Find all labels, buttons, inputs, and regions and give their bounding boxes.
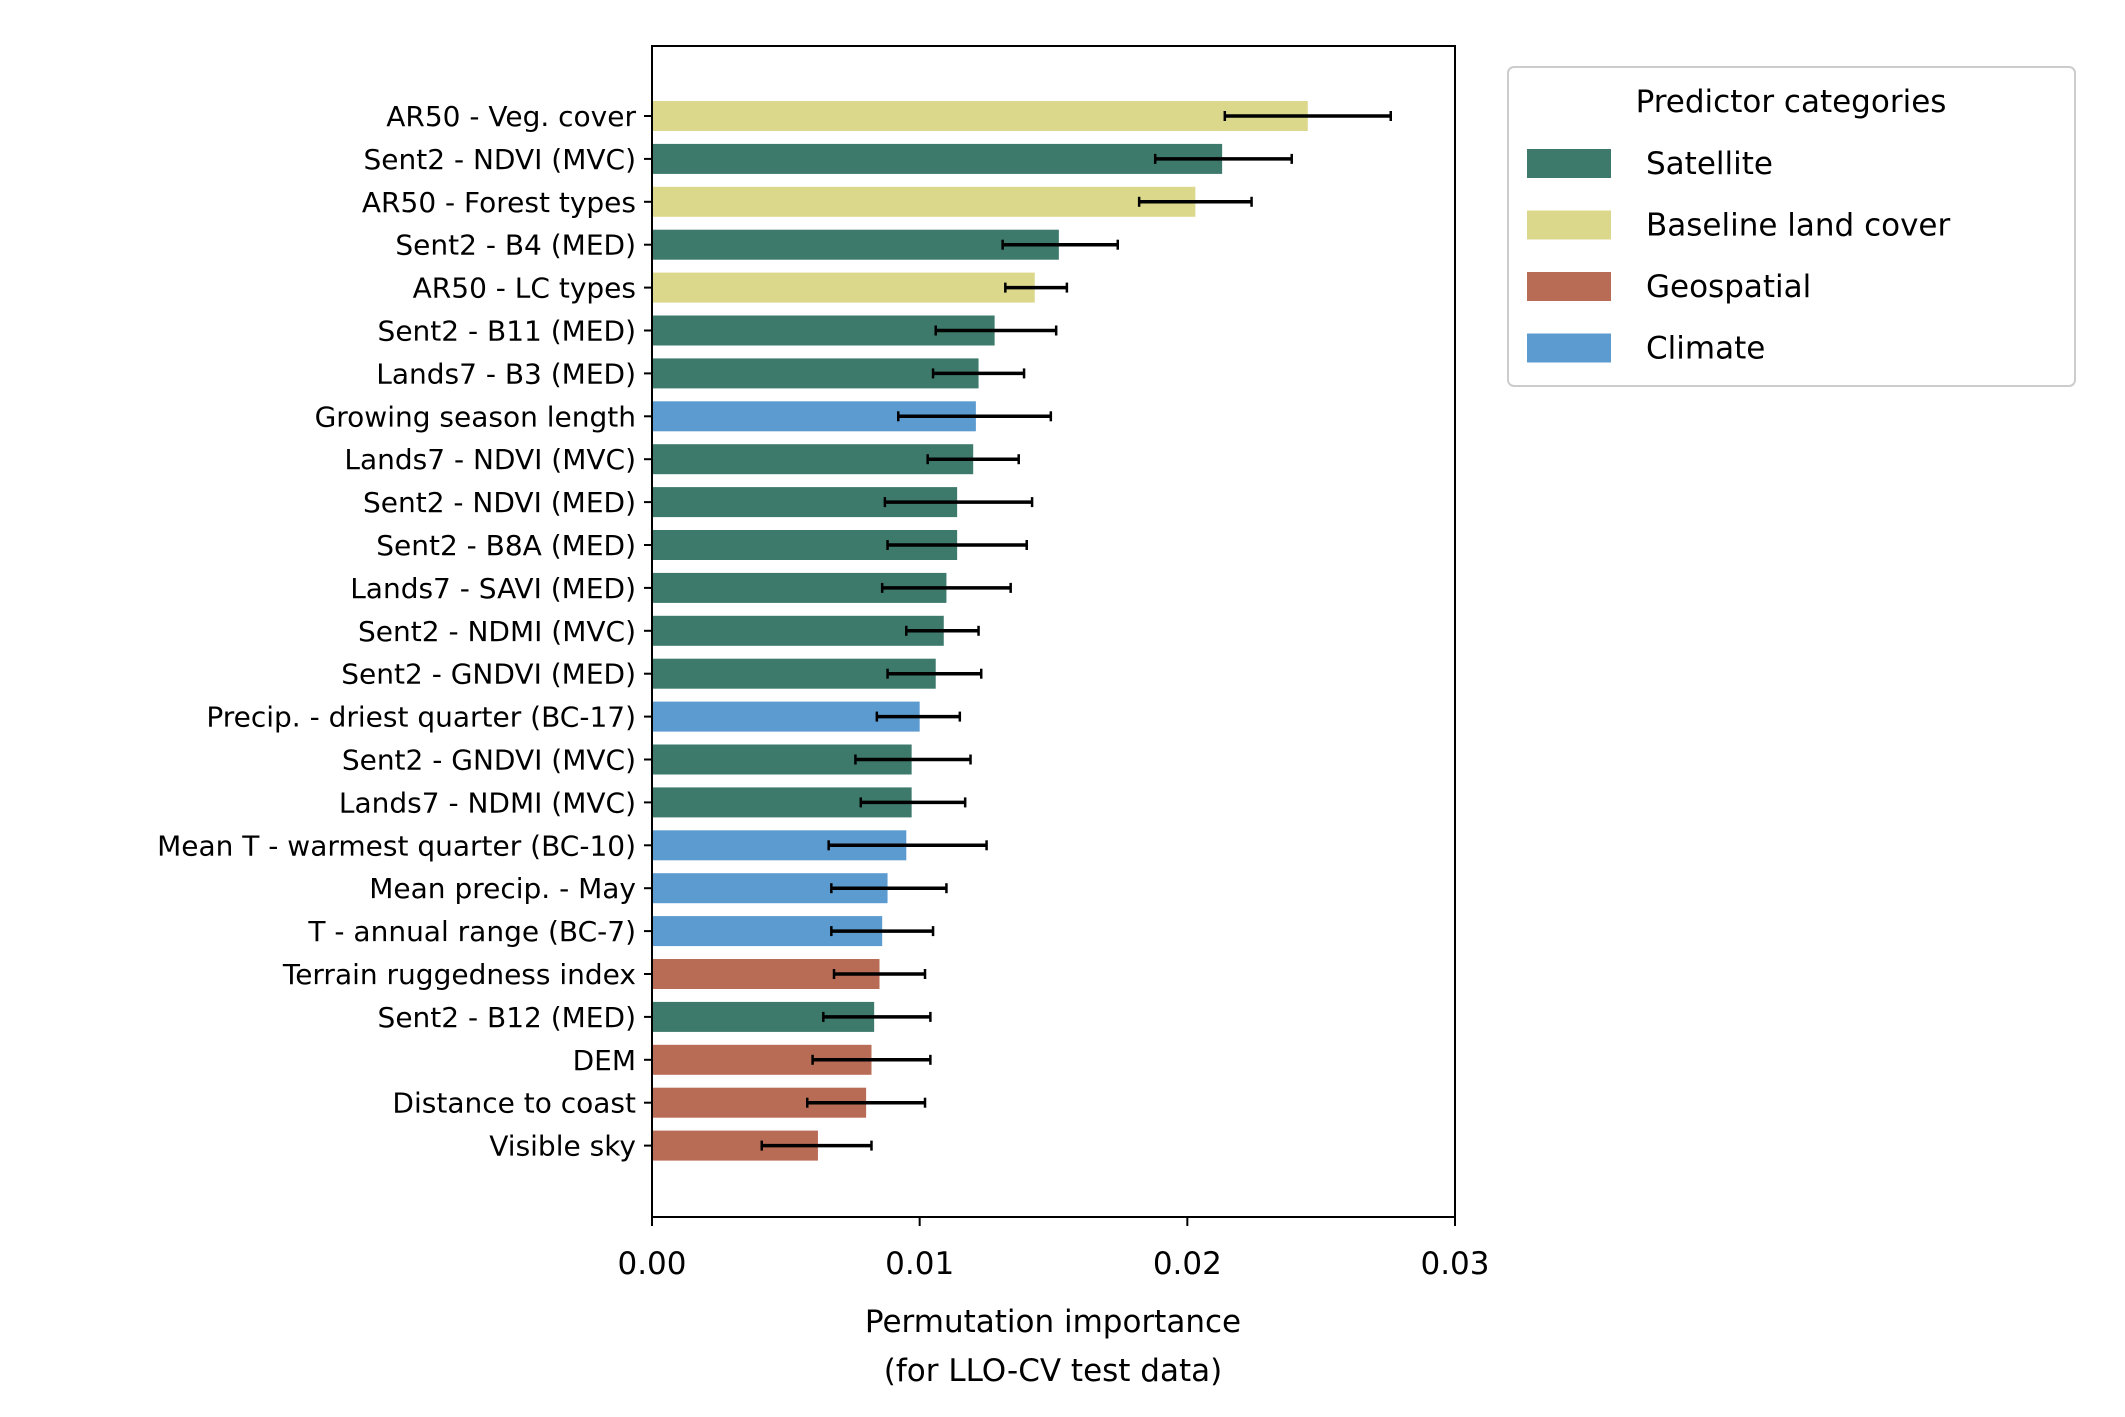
x-axis-label-line1: Permutation importance <box>865 1304 1241 1340</box>
bar <box>652 143 1223 174</box>
bar <box>652 701 920 732</box>
legend-swatch <box>1527 333 1611 363</box>
y-tick-label: Mean T - warmest quarter (BC-10) <box>157 829 636 862</box>
y-tick-label: Sent2 - NDMI (MVC) <box>358 615 636 648</box>
y-tick-label: Growing season length <box>315 400 636 433</box>
bar <box>652 101 1308 131</box>
legend-title: Predictor categories <box>1636 84 1947 120</box>
legend-frame <box>1507 66 2076 387</box>
y-tick-label: Visible sky <box>489 1130 636 1163</box>
y-tick-label: Terrain ruggedness index <box>282 958 636 991</box>
y-tick-label: Sent2 - GNDVI (MED) <box>341 658 636 691</box>
legend-entry-label: Satellite <box>1646 146 1773 182</box>
y-tick-label: Sent2 - NDVI (MED) <box>363 486 636 519</box>
bar <box>652 358 979 389</box>
x-tick-label: 0.03 <box>1420 1246 1489 1282</box>
legend-entries: Satellite Baseline land cover Geospatial Cl… <box>1527 146 1951 367</box>
y-tick-label: AR50 - Veg. cover <box>386 100 636 133</box>
legend-entry-label: Climate <box>1646 331 1765 367</box>
y-tick-labels: AR50 - Veg. cover Sent2 - NDVI (MVC) AR50 … <box>157 100 652 1163</box>
legend: Predictor categories Satellite Baseline l… <box>1507 66 2076 387</box>
y-tick-label: T - annual range (BC-7) <box>307 915 636 948</box>
y-tick-label: Lands7 - SAVI (MED) <box>350 572 636 605</box>
y-tick-label: Sent2 - NDVI (MVC) <box>364 143 636 176</box>
x-tick-label: 0.01 <box>885 1246 954 1282</box>
bar <box>652 444 974 475</box>
legend-entry-label: Baseline land cover <box>1646 208 1951 244</box>
legend-swatch <box>1527 210 1611 240</box>
y-tick-label: AR50 - LC types <box>413 272 636 305</box>
y-tick-label: AR50 - Forest types <box>362 186 636 219</box>
y-tick-label: DEM <box>573 1044 636 1077</box>
y-tick-label: Lands7 - NDMI (MVC) <box>339 786 636 819</box>
x-tick-label: 0.02 <box>1153 1246 1222 1282</box>
y-tick-label: Precip. - driest quarter (BC-17) <box>206 701 636 734</box>
bar <box>652 615 944 646</box>
bar <box>652 229 1059 260</box>
y-tick-label: Distance to coast <box>392 1087 636 1120</box>
y-tick-label: Sent2 - B11 (MED) <box>378 315 636 348</box>
x-axis-ticks: 0.00 0.01 0.02 0.03 <box>617 1217 1490 1282</box>
y-tick-label: Lands7 - B3 (MED) <box>376 357 636 390</box>
bars-layer <box>652 101 1308 1161</box>
x-axis-label-line2: (for LLO-CV test data) <box>884 1353 1222 1389</box>
error-bars-layer <box>760 111 1393 1151</box>
y-tick-label: Sent2 - B8A (MED) <box>376 529 636 562</box>
plot-frame <box>651 45 1456 1218</box>
legend-swatch <box>1527 272 1611 301</box>
bar <box>652 186 1196 217</box>
legend-swatch <box>1527 149 1611 178</box>
legend-entry-label: Geospatial <box>1646 269 1811 305</box>
y-tick-label: Sent2 - B4 (MED) <box>395 229 636 262</box>
x-tick-label: 0.00 <box>617 1246 686 1282</box>
y-tick-label: Lands7 - NDVI (MVC) <box>344 443 636 476</box>
y-tick-label: Sent2 - GNDVI (MVC) <box>342 744 636 777</box>
y-tick-label: Sent2 - B12 (MED) <box>378 1001 636 1034</box>
y-tick-label: Mean precip. - May <box>369 872 636 905</box>
bar <box>652 272 1035 303</box>
